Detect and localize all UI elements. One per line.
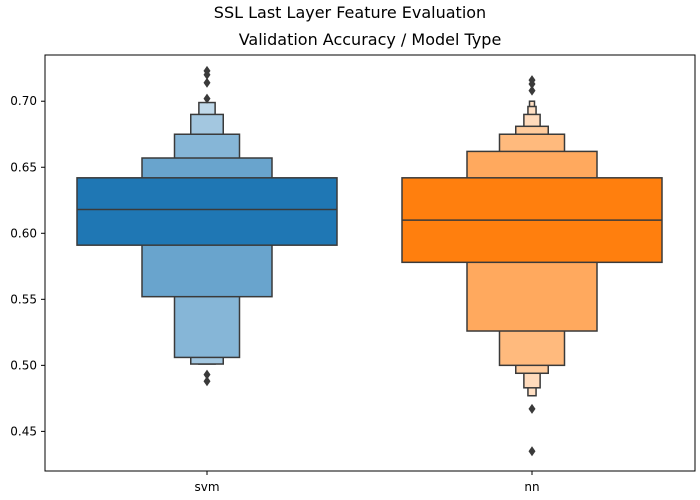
- chart-title: Validation Accuracy / Model Type: [238, 30, 502, 49]
- chart-suptitle: SSL Last Layer Feature Evaluation: [213, 3, 487, 22]
- svm-outlier-point: [203, 369, 211, 380]
- y-tick-label: 0.55: [10, 292, 37, 306]
- nn-outlier-point: [528, 446, 536, 457]
- svm-outlier-point: [203, 77, 211, 88]
- svm-outlier-point: [203, 376, 211, 387]
- y-tick-label: 0.45: [10, 424, 37, 438]
- nn-outlier-point: [528, 79, 536, 90]
- y-tick-label: 0.60: [10, 226, 37, 240]
- svm-box-level-1: [76, 177, 338, 246]
- svm-outlier-point: [203, 69, 211, 80]
- y-tick-label: 0.65: [10, 160, 37, 174]
- plot-frame: [44, 54, 696, 472]
- nn-outlier-point: [528, 85, 536, 96]
- x-tick-label-nn: nn: [524, 480, 539, 494]
- y-tick-label: 0.50: [10, 358, 37, 372]
- svm-outlier-point: [203, 93, 211, 104]
- nn-outlier-point: [528, 403, 536, 414]
- y-tick-label: 0.70: [10, 94, 37, 108]
- x-tick-label-svm: svm: [194, 480, 219, 494]
